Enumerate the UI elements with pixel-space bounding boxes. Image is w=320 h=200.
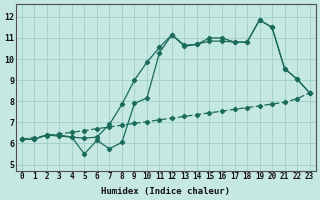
X-axis label: Humidex (Indice chaleur): Humidex (Indice chaleur) xyxy=(101,187,230,196)
